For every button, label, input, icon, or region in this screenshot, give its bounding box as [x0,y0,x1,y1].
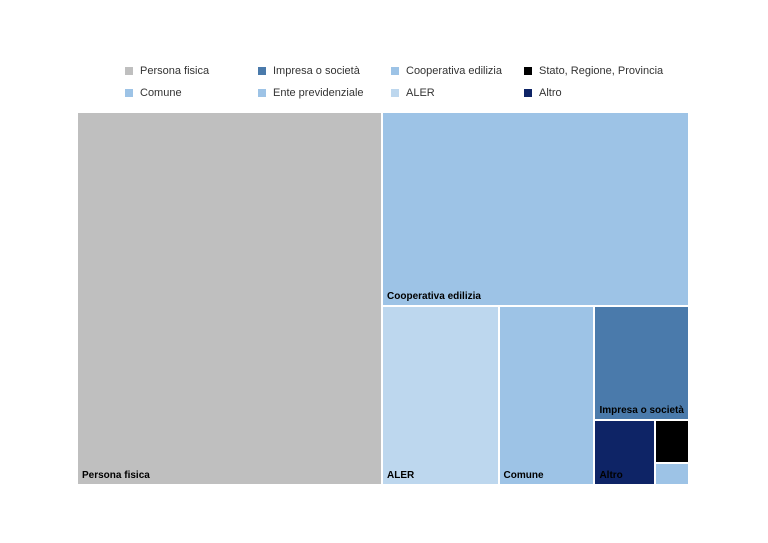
legend-label: Ente previdenziale [273,87,364,99]
tile-impresa-o-societa: Impresa o società [595,307,688,420]
legend-item-comune: Comune [125,86,182,100]
tile-aler: ALER [383,307,498,484]
tile-altro: Altro [595,421,654,484]
legend-item-cooperativa-edilizia: Cooperativa edilizia [391,64,502,78]
legend-swatch [524,67,532,75]
legend-swatch [391,89,399,97]
legend-label: Altro [539,87,562,99]
legend-label: Cooperativa edilizia [406,65,502,77]
legend-swatch [258,89,266,97]
legend-item-aler: ALER [391,86,435,100]
tile-label: Persona fisica [82,470,150,481]
legend-item-persona-fisica: Persona fisica [125,64,209,78]
tile-stato-regione-provincia [655,421,688,463]
legend-swatch [125,67,133,75]
tile-cooperativa-edilizia: Cooperativa edilizia [383,113,688,306]
legend-label: Comune [140,87,182,99]
legend-label: Persona fisica [140,65,210,77]
tile-label: ALER [387,469,415,481]
tile-label: Impresa o società [599,405,684,417]
tile-label: Altro [599,469,623,481]
tile-ente-previdenziale [655,464,688,484]
legend-swatch [258,67,266,75]
legend-item-impresa-o-societa: Impresa o società [258,64,360,78]
legend-item-stato-regione-provincia: Stato, Regione, Provincia [524,64,663,78]
chart-legend: Persona fisica Impresa o società Cooperati… [0,0,768,110]
legend-swatch [524,89,532,97]
legend-item-ente-previdenziale: Ente previdenziale [258,86,364,100]
legend-item-altro: Altro [524,86,562,100]
legend-swatch [391,67,399,75]
legend-label: Stato, Regione, Provincia [539,65,664,77]
tile-comune: Comune [499,307,594,484]
tile-label: Cooperativa edilizia [387,291,481,303]
tile-persona-fisica: Persona fisica [78,113,382,484]
legend-label: Impresa o società [273,65,360,77]
tile-label: Comune [503,469,544,481]
legend-label: ALER [406,87,435,99]
legend-swatch [125,89,133,97]
